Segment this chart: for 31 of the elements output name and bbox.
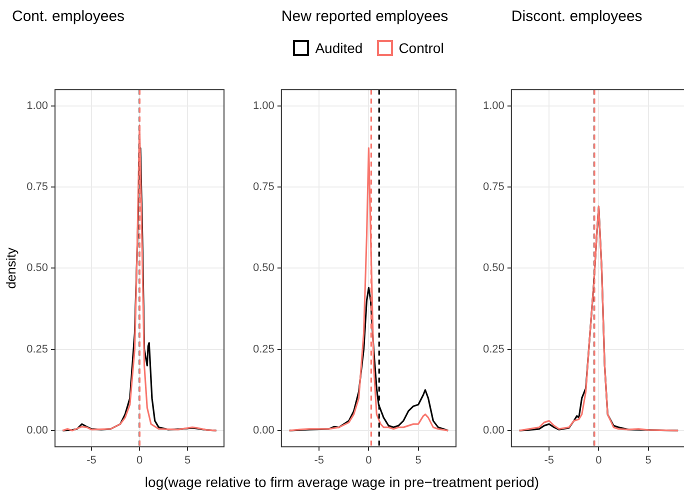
chart-title: Cont. employees [12,8,125,25]
y-tick-label: 0.00 [26,424,48,437]
x-tick-label: -5 [314,454,324,466]
legend-label: Control [398,40,444,56]
y-tick-label: 0.25 [482,343,504,356]
x-tick-label: 0 [366,454,372,466]
y-tick-label: 0.25 [26,343,48,356]
y-tick-label: 0.75 [252,181,274,194]
y-tick-label: 0.00 [482,424,504,437]
x-tick-label: -5 [544,454,554,466]
y-tick-label: 1.00 [252,100,274,112]
y-tick-label: 0.50 [482,262,504,274]
y-tick-label: 0.50 [26,262,48,274]
y-axis-title: density [3,247,18,289]
y-tick-label: 0.25 [252,343,274,356]
x-tick-label: 5 [415,454,422,466]
x-tick-label: 5 [645,454,652,466]
y-tick-label: 0.75 [26,181,48,194]
x-tick-label: 5 [184,454,191,466]
chart-title: New reported employees [281,8,448,25]
y-tick-label: 0.75 [482,181,504,194]
y-tick-label: 0.00 [252,424,274,437]
x-axis-title: log(wage relative to firm average wage in pre−treatment period) [144,474,540,490]
x-tick-label: 0 [596,454,602,466]
x-tick-label: -5 [86,454,96,466]
y-tick-label: 1.00 [26,100,48,112]
x-tick-label: 0 [136,454,143,466]
y-tick-label: 1.00 [482,100,504,112]
legend-label: Audited [315,40,363,56]
chart-title: Discont. employees [511,8,642,25]
y-tick-label: 0.50 [252,262,274,274]
